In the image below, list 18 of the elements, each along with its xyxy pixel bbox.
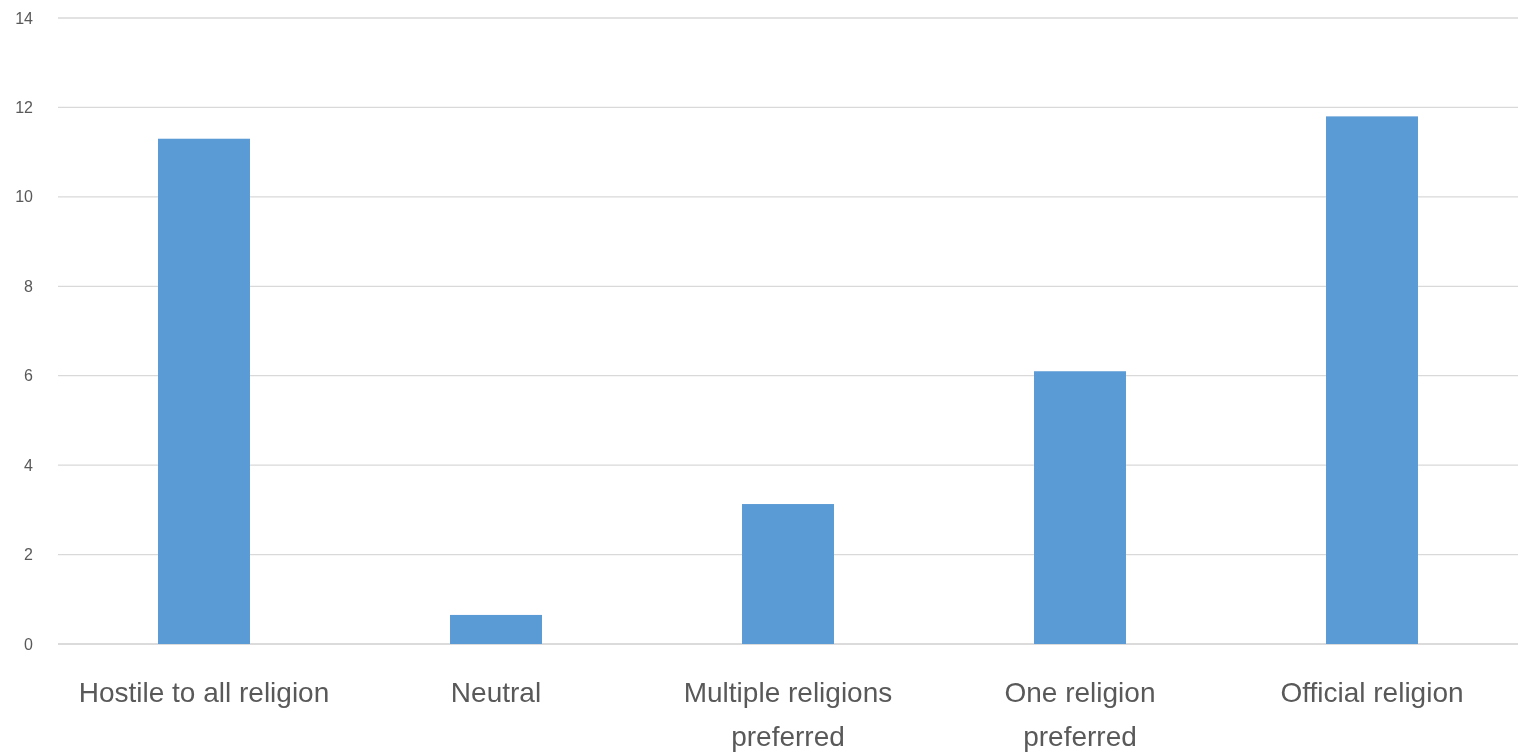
- bar: [1326, 116, 1418, 644]
- x-tick-label: Official religion: [1280, 677, 1464, 708]
- y-tick-label: 10: [15, 188, 34, 206]
- y-tick-label: 0: [24, 635, 34, 653]
- x-tick-label: Multiple religions preferred: [683, 677, 893, 752]
- y-tick-label: 12: [15, 99, 34, 117]
- y-tick-label: 14: [15, 9, 34, 27]
- bar: [742, 504, 834, 644]
- y-tick-label: 6: [24, 367, 34, 385]
- y-tick-label: 8: [24, 277, 34, 295]
- y-tick-label: 2: [24, 546, 34, 564]
- bar: [450, 614, 542, 644]
- y-tick-label: 4: [24, 456, 34, 474]
- bar: [158, 138, 250, 644]
- x-tick-label: One religion preferred: [1004, 677, 1156, 752]
- x-tick-label: Neutral: [450, 677, 542, 708]
- x-tick-label: Hostile to all religion: [78, 677, 330, 708]
- bar: [1034, 371, 1126, 644]
